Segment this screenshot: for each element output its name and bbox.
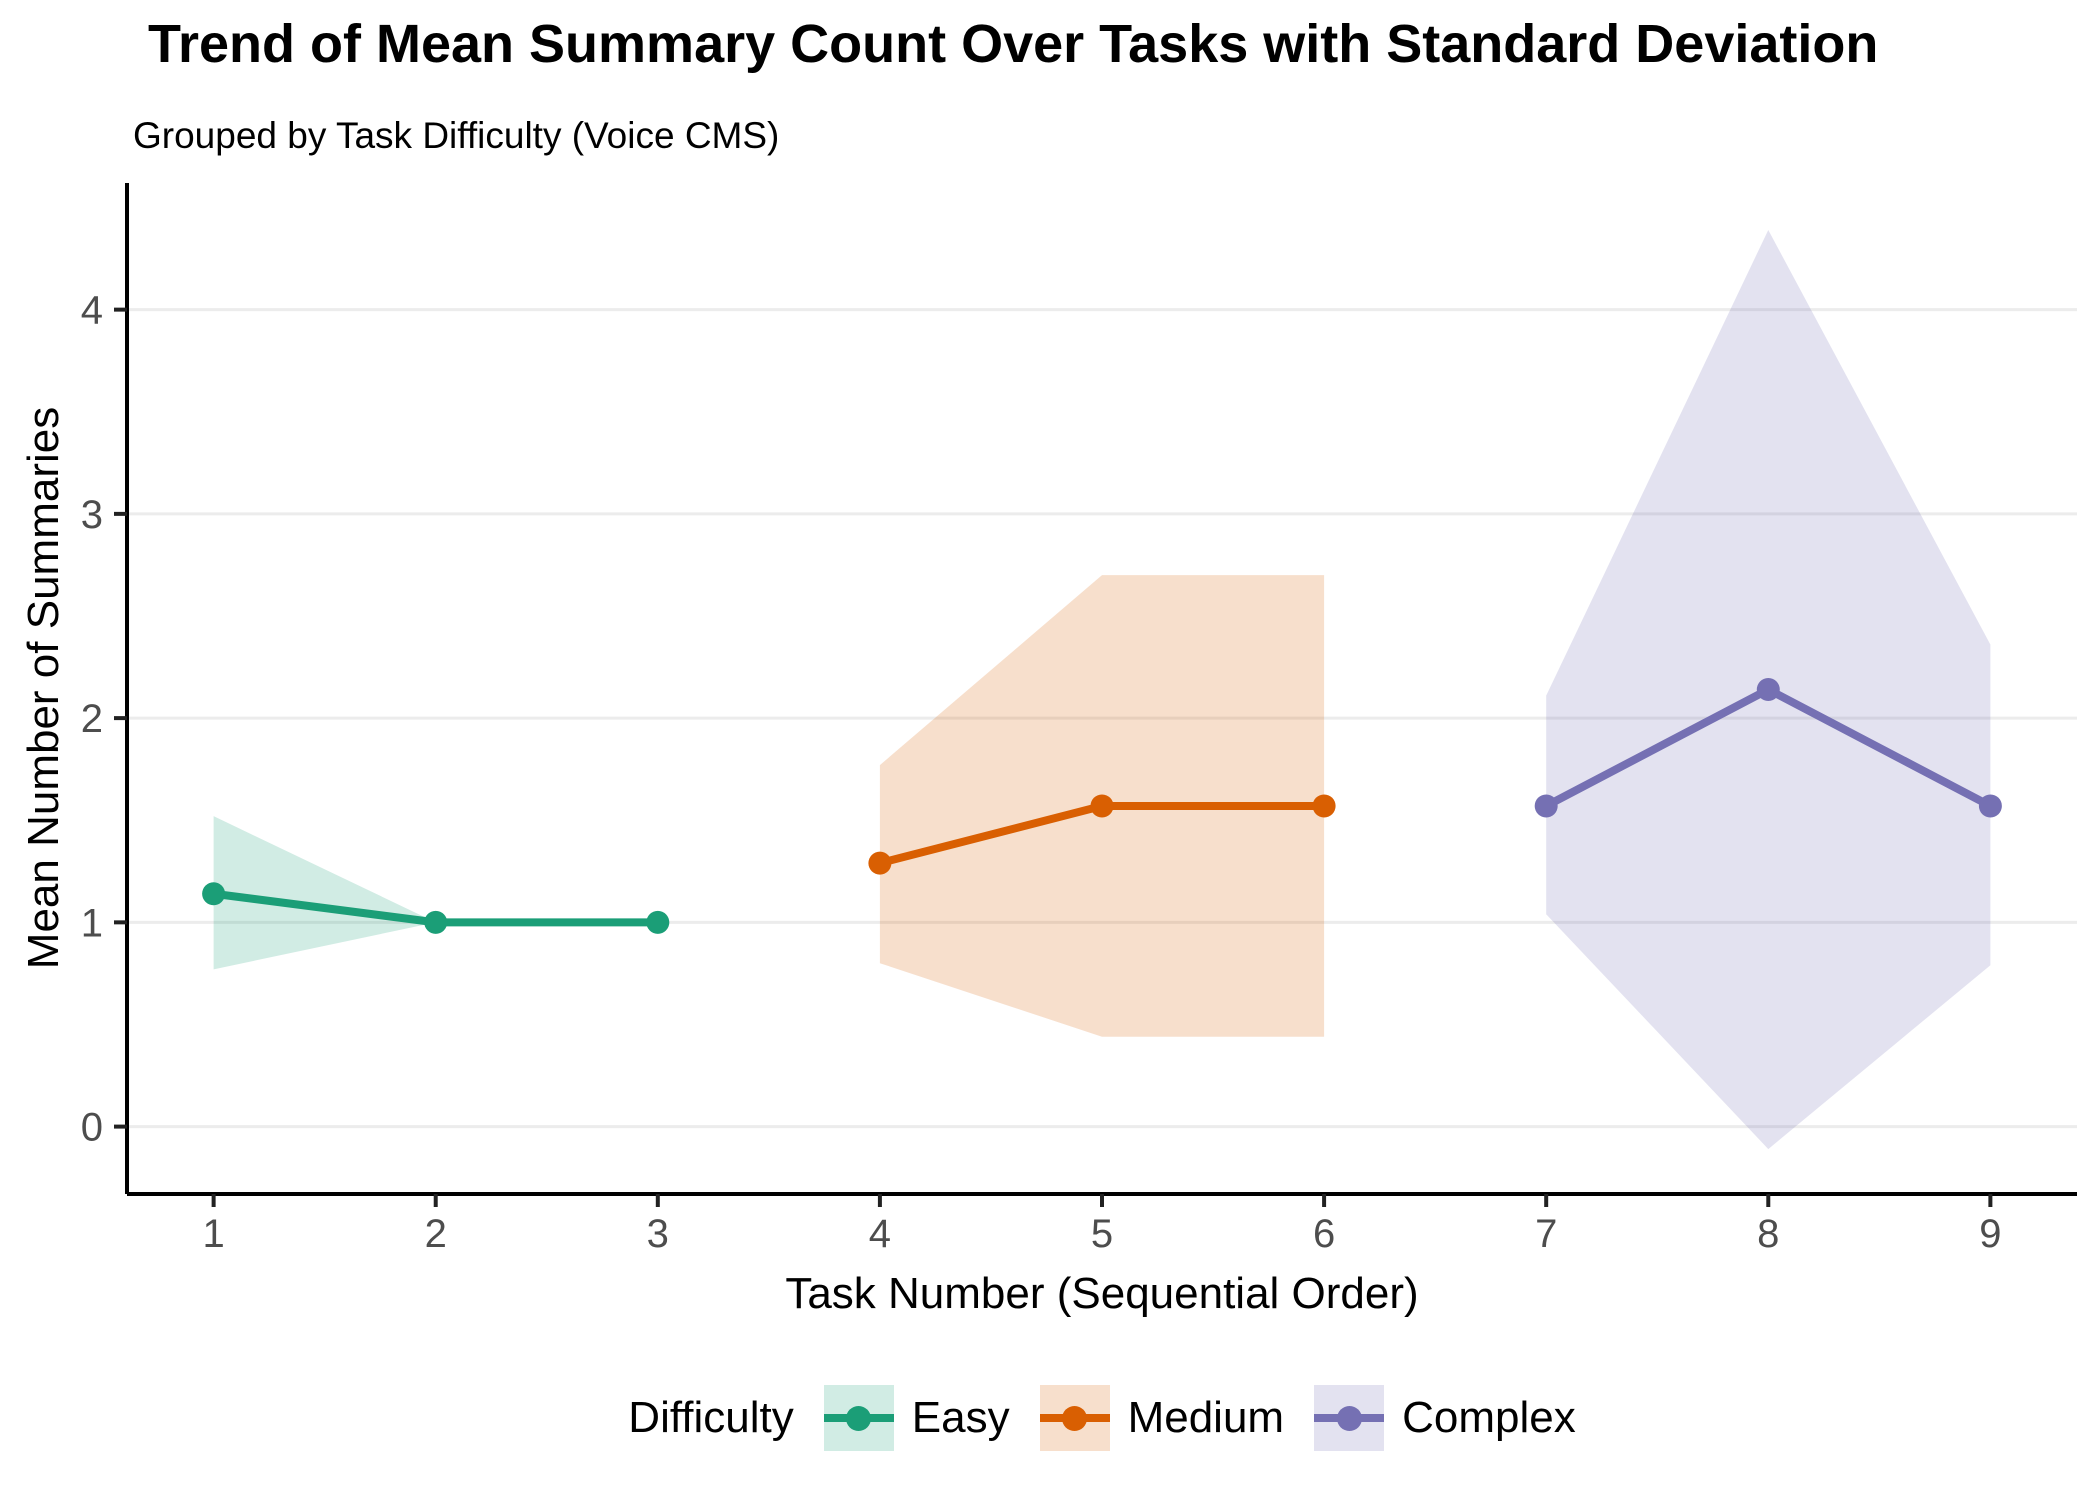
legend-title: Difficulty (628, 1393, 794, 1442)
y-tick-label-2: 2 (81, 697, 103, 741)
point-complex-task8 (1756, 678, 1780, 702)
legend-key-dot-icon (846, 1405, 872, 1431)
point-complex-task9 (1978, 794, 2002, 818)
x-tick-label-9: 9 (1979, 1212, 2001, 1256)
tick-marks (114, 307, 1993, 1207)
point-easy-task1 (202, 882, 226, 906)
legend-key-dot-icon (1336, 1405, 1362, 1431)
y-axis-label: Mean Number of Summaries (19, 407, 68, 969)
y-tick-label-1: 1 (81, 901, 103, 945)
legend-label-easy: Easy (911, 1393, 1010, 1442)
x-tick-label-6: 6 (1313, 1212, 1335, 1256)
y-tick-label-3: 3 (81, 493, 103, 537)
point-easy-task3 (646, 910, 670, 934)
sd-ribbons (213, 229, 1991, 1150)
y-tick-labels: 0 1 2 3 4 (81, 289, 103, 1150)
legend-item-complex: Complex (1314, 1385, 1576, 1451)
legend-label-medium: Medium (1127, 1393, 1285, 1442)
chart-subtitle: Grouped by Task Difficulty (Voice CMS) (133, 115, 779, 156)
sd-ribbon-easy (213, 816, 658, 970)
legend-key-medium (1039, 1385, 1110, 1451)
x-tick-label-7: 7 (1535, 1212, 1557, 1256)
point-medium-task4 (868, 851, 892, 875)
x-tick-label-2: 2 (425, 1212, 447, 1256)
legend-item-medium: Medium (1039, 1385, 1285, 1451)
legend-key-dot-icon (1062, 1405, 1088, 1431)
x-tick-labels: 1 2 3 4 5 6 7 8 9 (202, 1212, 2001, 1256)
y-tick-label-0: 0 (81, 1106, 103, 1150)
point-medium-task5 (1090, 794, 1114, 818)
point-easy-task2 (424, 910, 448, 934)
x-tick-label-1: 1 (202, 1212, 224, 1256)
x-tick-label-4: 4 (869, 1212, 891, 1256)
point-complex-task7 (1534, 794, 1558, 818)
legend: Difficulty Easy Medium Complex (127, 1378, 2077, 1458)
point-medium-task6 (1312, 794, 1336, 818)
y-tick-label-4: 4 (81, 289, 103, 333)
x-tick-label-5: 5 (1091, 1212, 1113, 1256)
legend-key-complex (1314, 1385, 1385, 1451)
legend-item-easy: Easy (823, 1385, 1010, 1451)
chart-title: Trend of Mean Summary Count Over Tasks w… (148, 14, 1878, 74)
x-axis-label: Task Number (Sequential Order) (785, 1269, 1418, 1318)
legend-key-easy (823, 1385, 894, 1451)
x-tick-label-8: 8 (1757, 1212, 1779, 1256)
legend-label-complex: Complex (1402, 1393, 1576, 1442)
x-tick-label-3: 3 (647, 1212, 669, 1256)
series-points (202, 678, 2002, 934)
